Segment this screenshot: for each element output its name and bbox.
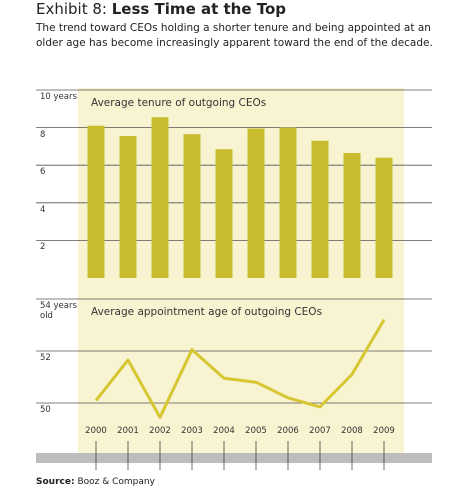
y-tick-label: 6 <box>40 167 46 178</box>
x-tick-label: 2006 <box>277 426 299 436</box>
bar <box>247 128 265 278</box>
exhibit-label: Exhibit 8: <box>36 0 107 18</box>
x-tick-label: 2005 <box>245 426 267 436</box>
x-tick-label: 2007 <box>309 426 331 436</box>
y-tick-label: 4 <box>40 204 46 215</box>
x-tick-label: 2000 <box>85 426 107 436</box>
y-tick-label: 2 <box>40 242 46 253</box>
axis-band <box>36 453 432 463</box>
x-tick-label: 2008 <box>341 426 363 436</box>
bar <box>375 157 393 278</box>
bar <box>279 127 297 278</box>
bar <box>119 136 137 278</box>
bar <box>87 125 105 278</box>
bar <box>215 149 233 278</box>
source: Source: Booz & Company <box>36 477 155 487</box>
bar <box>151 117 169 278</box>
x-tick-label: 2004 <box>213 426 235 436</box>
bar <box>183 134 201 278</box>
line <box>94 319 386 419</box>
subtitle: The trend toward CEOs holding a shorter … <box>36 22 433 49</box>
x-tick-label: 2001 <box>117 426 139 436</box>
title-text: Less Time at the Top <box>111 0 287 18</box>
y-tick-label: 8 <box>40 129 46 140</box>
exhibit-title: Exhibit 8: Less Time at the Top <box>36 0 286 18</box>
bar <box>343 152 361 278</box>
x-tick-label: 2003 <box>181 426 203 436</box>
chart-subtitle: Average appointment age of outgoing CEOs <box>91 306 322 318</box>
x-tick-label: 2002 <box>149 426 171 436</box>
x-tick-label: 2009 <box>373 426 395 436</box>
source-label: Source: <box>36 477 75 487</box>
y-tick-label: 52 <box>40 353 51 363</box>
y-tick-label: 54 years old <box>40 301 77 321</box>
chart-subtitle: Average tenure of outgoing CEOs <box>91 97 266 109</box>
bar <box>311 140 329 278</box>
y-tick-label: 50 <box>40 405 51 415</box>
y-tick-label: 10 years <box>40 92 77 102</box>
source-text: Booz & Company <box>77 477 155 487</box>
